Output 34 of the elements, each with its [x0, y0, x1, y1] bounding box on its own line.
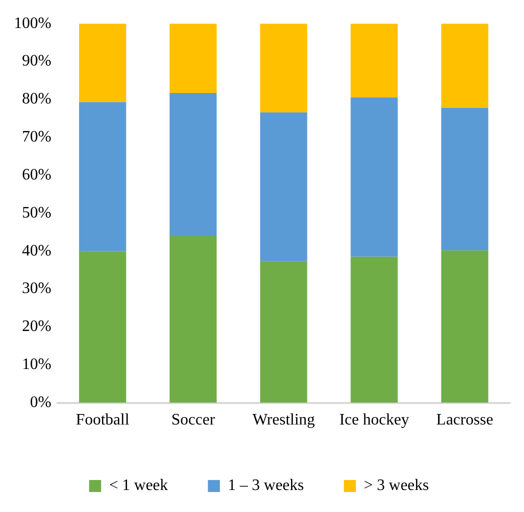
bar	[79, 24, 126, 102]
y-tick-label: 90%	[22, 52, 52, 70]
bar	[79, 102, 126, 252]
bar	[441, 108, 488, 250]
y-tick-label: 60%	[22, 166, 52, 184]
x-tick-label: Soccer	[171, 412, 216, 429]
y-tick-label: 0%	[30, 394, 52, 412]
legend-label: > 3 weeks	[364, 477, 429, 494]
bar	[350, 256, 398, 403]
bar	[260, 261, 308, 403]
y-tick-label: 20%	[22, 318, 52, 336]
x-tick-label: Wrestling	[252, 412, 315, 429]
legend-label: < 1 week	[109, 477, 168, 494]
y-tick-label: 40%	[22, 242, 52, 260]
bar	[441, 24, 488, 108]
bar	[170, 92, 217, 236]
legend-label: 1 – 3 weeks	[228, 477, 304, 494]
bar	[350, 98, 398, 257]
bar	[170, 236, 217, 403]
x-tick-label: Ice hockey	[339, 412, 410, 429]
y-tick-label: 100%	[14, 14, 52, 32]
y-tick-label: 70%	[22, 128, 52, 146]
x-tick-label: Lacrosse	[436, 412, 494, 429]
y-tick-label: 10%	[22, 356, 52, 374]
bar	[170, 24, 217, 93]
x-tick-label: Football	[76, 412, 130, 429]
bar	[260, 24, 308, 112]
bar	[441, 250, 488, 403]
y-tick-label: 50%	[22, 204, 52, 222]
bar	[260, 112, 308, 262]
y-tick-label: 30%	[22, 280, 52, 298]
bar	[79, 251, 126, 403]
y-tick-label: 80%	[22, 90, 52, 108]
bar	[350, 24, 398, 98]
